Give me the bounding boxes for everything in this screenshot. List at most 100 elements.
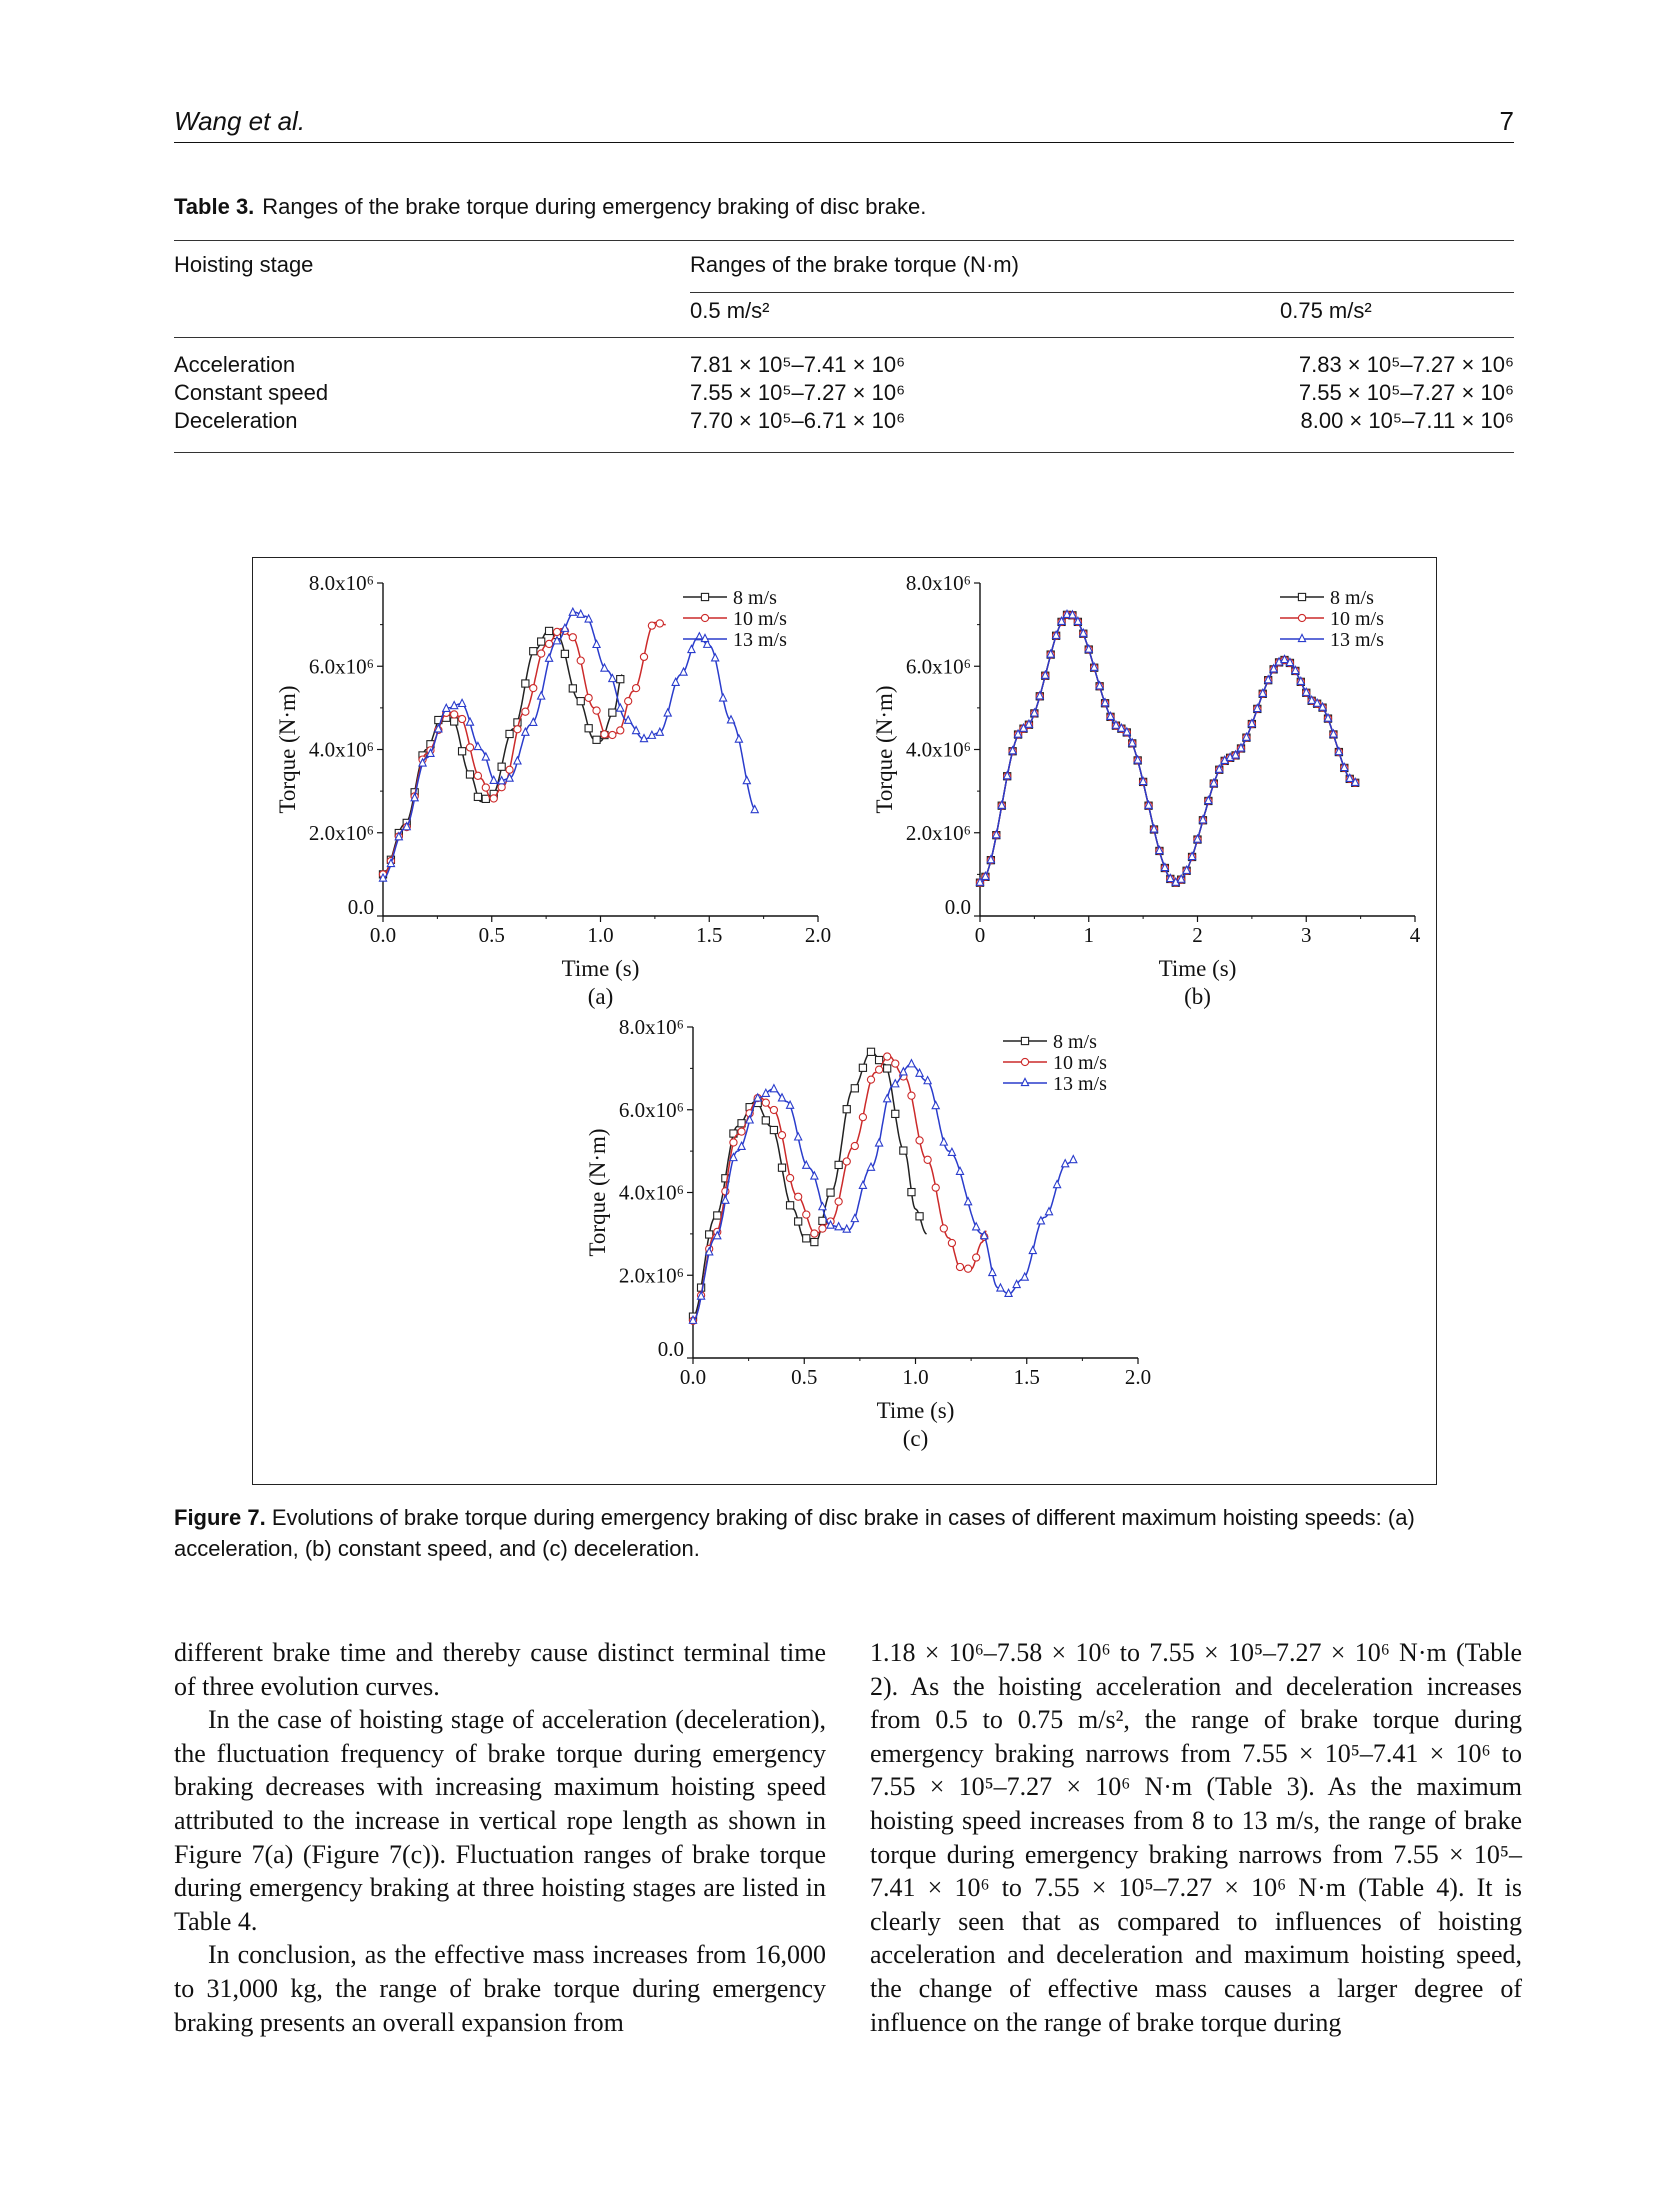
paragraph: In the case of hoisting stage of acceler… bbox=[174, 1705, 826, 1936]
data-point bbox=[705, 1230, 714, 1239]
y-axis-title: Torque (N·m) bbox=[872, 685, 897, 813]
y-axis-title: Torque (N·m) bbox=[275, 685, 300, 813]
data-point bbox=[1024, 718, 1034, 728]
data-point bbox=[450, 710, 459, 719]
data-point bbox=[793, 1131, 803, 1141]
data-point bbox=[686, 644, 696, 654]
data-point bbox=[1285, 657, 1295, 667]
legend-entry: 13 m/s bbox=[683, 629, 787, 651]
data-point bbox=[1176, 873, 1186, 883]
panel-label: (b) bbox=[1184, 984, 1211, 1009]
data-point bbox=[1020, 1271, 1030, 1281]
data-point bbox=[1020, 1036, 1030, 1046]
data-point bbox=[450, 717, 459, 726]
data-point bbox=[702, 638, 712, 648]
data-point bbox=[986, 854, 996, 864]
chart-panel-1: 0.0 2.0x10⁶ 4.0x10⁶ 6.0x10⁶ 8.0x10⁶ 0 1 2 3 4 Time… bbox=[872, 571, 1421, 1009]
data-point bbox=[980, 871, 990, 880]
data-point bbox=[1004, 1288, 1014, 1297]
x-tick-label: 4 bbox=[1410, 923, 1421, 947]
data-point bbox=[997, 799, 1007, 809]
table-cell-a: 7.81 × 10⁵–7.41 × 10⁶ bbox=[690, 352, 906, 377]
data-point bbox=[826, 1219, 836, 1229]
data-point bbox=[696, 1290, 706, 1300]
data-point bbox=[979, 1230, 989, 1240]
paragraph: 1.18 × 10⁶–7.58 × 10⁶ to 7.55 × 10⁵–7.27… bbox=[870, 1638, 1522, 2037]
data-point bbox=[1252, 703, 1262, 713]
data-point bbox=[663, 707, 673, 717]
data-point bbox=[737, 1127, 746, 1136]
data-point bbox=[584, 613, 594, 623]
data-point bbox=[552, 635, 562, 645]
data-point bbox=[1060, 1158, 1070, 1168]
data-point bbox=[473, 741, 483, 751]
series-8-m-s bbox=[378, 626, 625, 879]
data-point bbox=[1297, 633, 1307, 643]
data-point bbox=[1301, 686, 1311, 696]
table-cell-stage: Deceleration bbox=[174, 408, 298, 433]
legend-label: 10 m/s bbox=[733, 608, 787, 630]
data-point bbox=[777, 1092, 787, 1102]
data-point bbox=[915, 1067, 925, 1077]
data-point bbox=[866, 1047, 876, 1056]
series-10-m-s bbox=[688, 1052, 989, 1325]
data-point bbox=[505, 772, 515, 782]
y-tick-label: 8.0x10⁶ bbox=[906, 571, 971, 595]
data-point bbox=[449, 700, 459, 710]
data-point bbox=[810, 1229, 819, 1238]
data-point bbox=[726, 714, 736, 724]
data-point bbox=[1280, 654, 1289, 664]
data-point bbox=[560, 622, 570, 632]
data-point bbox=[890, 1078, 900, 1088]
series-8-m-s bbox=[975, 610, 1360, 887]
figure-caption-text: Evolutions of brake torque during emerge… bbox=[174, 1505, 1415, 1561]
data-point bbox=[874, 1137, 884, 1147]
data-point bbox=[734, 733, 744, 743]
legend-label: 10 m/s bbox=[1053, 1052, 1107, 1074]
data-point bbox=[688, 1314, 698, 1324]
y-tick-label: 6.0x10⁶ bbox=[906, 654, 971, 678]
data-point bbox=[987, 1267, 997, 1277]
data-point bbox=[972, 1253, 981, 1262]
data-point bbox=[552, 627, 562, 637]
data-point bbox=[600, 730, 609, 739]
data-point bbox=[809, 1170, 819, 1180]
data-point bbox=[520, 726, 530, 736]
data-point bbox=[1263, 674, 1273, 684]
data-point bbox=[712, 1230, 722, 1240]
data-point bbox=[608, 730, 617, 740]
data-point bbox=[1182, 864, 1192, 874]
data-point bbox=[1012, 1279, 1022, 1289]
data-point bbox=[1345, 773, 1355, 783]
data-point bbox=[568, 606, 578, 616]
data-point bbox=[481, 751, 491, 761]
series-10-m-s bbox=[378, 619, 666, 879]
data-point bbox=[720, 1194, 730, 1204]
data-point bbox=[505, 765, 514, 774]
data-point bbox=[1312, 697, 1322, 707]
data-point bbox=[1002, 770, 1012, 780]
data-point bbox=[858, 1179, 868, 1189]
data-point bbox=[817, 1201, 827, 1211]
data-point bbox=[802, 1234, 811, 1243]
data-point bbox=[1149, 823, 1159, 833]
data-point bbox=[753, 1092, 763, 1102]
data-point bbox=[592, 706, 601, 715]
data-point bbox=[1269, 663, 1279, 673]
data-point bbox=[1350, 776, 1360, 786]
body-column-left: different brake time and thereby cause d… bbox=[174, 1636, 826, 2039]
data-point bbox=[769, 1083, 779, 1093]
data-point bbox=[842, 1157, 851, 1166]
data-point bbox=[1328, 728, 1338, 738]
x-tick-label: 0.5 bbox=[791, 1365, 817, 1389]
data-point bbox=[947, 1238, 957, 1248]
data-point bbox=[521, 679, 530, 688]
data-point bbox=[560, 649, 570, 659]
data-point bbox=[1225, 751, 1235, 761]
data-point bbox=[915, 1212, 924, 1221]
data-point bbox=[639, 652, 649, 662]
data-point bbox=[497, 783, 506, 792]
data-point bbox=[647, 729, 657, 739]
legend-label: 8 m/s bbox=[1330, 587, 1374, 609]
data-point bbox=[1028, 1245, 1038, 1255]
